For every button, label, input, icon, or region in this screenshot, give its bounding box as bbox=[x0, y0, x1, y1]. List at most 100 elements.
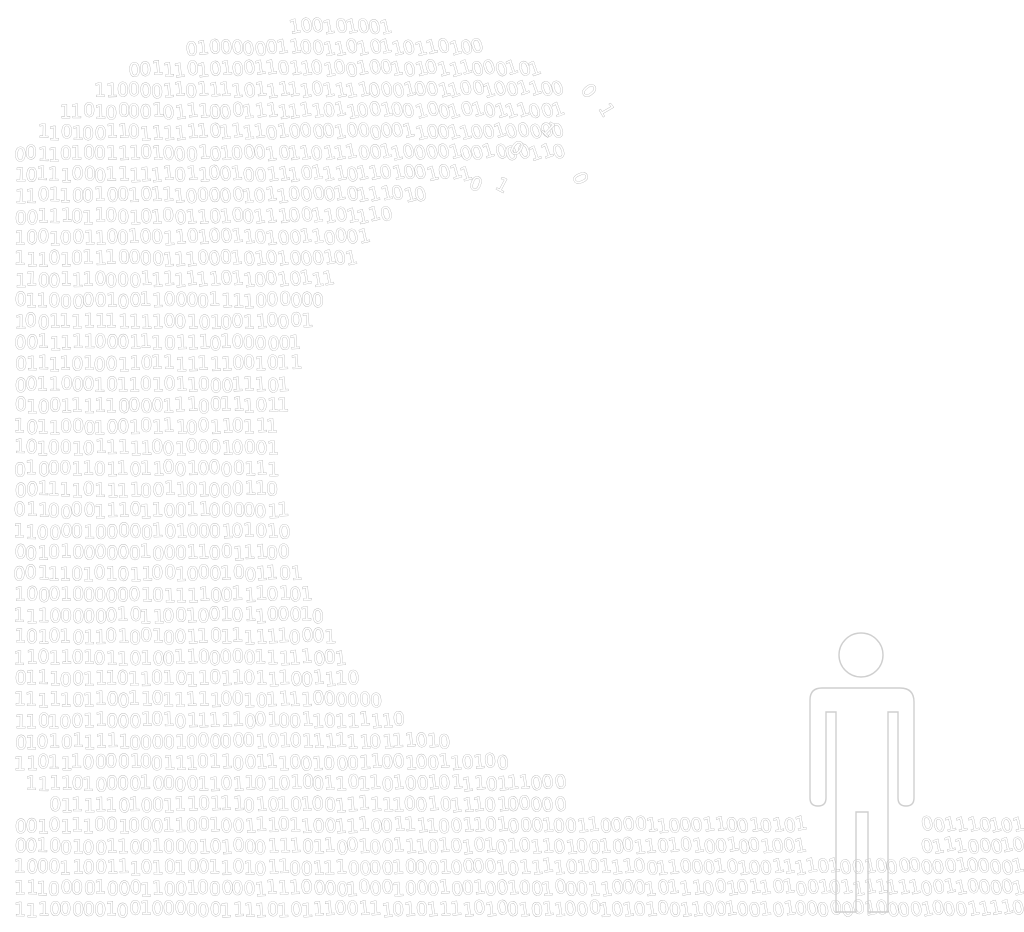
binary-digit: 1 bbox=[413, 121, 430, 145]
binary-digit: 1 bbox=[255, 751, 268, 774]
binary-digit: 1 bbox=[277, 499, 290, 522]
binary-digit: 0 bbox=[208, 603, 221, 625]
binary-digit: 1 bbox=[254, 646, 267, 669]
binary-digit: 1 bbox=[150, 183, 163, 206]
binary-digit: 1 bbox=[106, 500, 118, 522]
binary-digit: 0 bbox=[367, 141, 384, 165]
binary-digit: 1 bbox=[128, 375, 140, 397]
binary-digit: 1 bbox=[254, 374, 267, 397]
binary-digit: 1 bbox=[277, 162, 292, 186]
binary-digit: 0 bbox=[242, 79, 257, 102]
binary-digit: 0 bbox=[400, 140, 417, 164]
binary-digit: 1 bbox=[277, 374, 290, 397]
binary-digit: 0 bbox=[14, 459, 26, 481]
binary-digit: 0 bbox=[105, 750, 117, 772]
binary-digit: 1 bbox=[221, 437, 234, 459]
binary-digit: 0 bbox=[218, 163, 232, 186]
binary-digit: 0 bbox=[117, 773, 129, 795]
binary-digit: 0 bbox=[198, 520, 211, 542]
binary-digit: 0 bbox=[287, 182, 302, 206]
binary-digit: 1 bbox=[60, 332, 72, 354]
binary-digit: 1 bbox=[164, 477, 177, 499]
binary-digit: 1 bbox=[288, 688, 301, 711]
binary-digit: 0 bbox=[255, 437, 268, 460]
binary-digit: 0 bbox=[196, 184, 210, 207]
binary-digit: 0 bbox=[389, 119, 406, 143]
binary-digit: 0 bbox=[266, 352, 279, 375]
binary-digit: 1 bbox=[265, 415, 278, 438]
binary-digit: 1 bbox=[254, 99, 269, 122]
binary-digit: 1 bbox=[335, 856, 348, 879]
binary-digit: 1 bbox=[106, 120, 119, 142]
binary-digit: 0 bbox=[61, 520, 73, 542]
binary-digit: 0 bbox=[424, 120, 441, 144]
binary-digit: 1 bbox=[267, 669, 280, 692]
binary-digit: 1 bbox=[117, 480, 129, 502]
binary-digit: 1 bbox=[139, 772, 152, 794]
binary-digit: 0 bbox=[139, 58, 152, 81]
binary-digit: 0 bbox=[345, 182, 361, 206]
binary-digit: 0 bbox=[289, 751, 302, 774]
binary-digit: 0 bbox=[106, 585, 118, 607]
binary-digit: 1 bbox=[82, 774, 94, 796]
binary-digit: 1 bbox=[230, 80, 245, 103]
binary-digit: 1 bbox=[265, 163, 280, 187]
binary-digit: 0 bbox=[140, 373, 153, 395]
binary-digit: 1 bbox=[333, 162, 349, 186]
binary-digit: 1 bbox=[60, 583, 72, 605]
binary-digit: 0 bbox=[255, 394, 268, 417]
binary-digit: 0 bbox=[209, 731, 222, 753]
binary-digit: 1 bbox=[275, 35, 290, 59]
binary-digit: 0 bbox=[140, 183, 153, 206]
binary-digit: 0 bbox=[378, 119, 395, 143]
binary-digit: 1 bbox=[276, 119, 291, 143]
binary-digit: 1 bbox=[152, 99, 165, 122]
binary-digit: 0 bbox=[82, 289, 94, 311]
binary-digit: 1 bbox=[333, 37, 349, 61]
binary-digit: 1 bbox=[14, 164, 27, 186]
binary-digit: 1 bbox=[83, 310, 95, 332]
binary-digit: 0 bbox=[105, 102, 118, 124]
binary-digit: 1 bbox=[343, 79, 359, 103]
binary-digit: 0 bbox=[151, 395, 164, 417]
binary-digit: 0 bbox=[243, 436, 256, 459]
binary-digit: 1 bbox=[255, 477, 268, 500]
binary-digit: 1 bbox=[82, 458, 94, 480]
binary-digit: 1 bbox=[139, 123, 152, 146]
binary-digit: 1 bbox=[36, 373, 48, 395]
binary-digit: 0 bbox=[231, 204, 246, 227]
binary-digit: 0 bbox=[163, 500, 176, 522]
binary-digit: 0 bbox=[218, 184, 232, 207]
binary-digit: 0 bbox=[290, 668, 303, 691]
binary-digit: 1 bbox=[13, 648, 25, 670]
binary-digit: 1 bbox=[117, 604, 129, 626]
binary-digit: 0 bbox=[254, 500, 267, 523]
binary-digit: 1 bbox=[198, 498, 211, 520]
binary-digit: 0 bbox=[241, 205, 256, 228]
binary-digit: 1 bbox=[243, 541, 256, 564]
binary-digit: 0 bbox=[243, 352, 256, 374]
binary-digit: 1 bbox=[59, 185, 71, 207]
binary-digit: 1 bbox=[129, 352, 141, 374]
binary-digit: 0 bbox=[118, 520, 130, 542]
binary-digit: 0 bbox=[93, 647, 105, 669]
binary-digit: 0 bbox=[231, 437, 244, 459]
binary-digit: 0 bbox=[366, 15, 383, 39]
binary-digit: 1 bbox=[48, 564, 60, 586]
binary-digit: 1 bbox=[267, 394, 280, 417]
binary-digit: 1 bbox=[48, 478, 60, 500]
binary-digit: 0 bbox=[244, 564, 257, 587]
binary-digit: 0 bbox=[208, 184, 222, 207]
binary-digit: 0 bbox=[415, 729, 429, 752]
binary-digit: 0 bbox=[152, 543, 165, 565]
binary-digit: 0 bbox=[14, 541, 26, 563]
binary-digit: 0 bbox=[333, 203, 349, 227]
binary-digit: 0 bbox=[219, 730, 232, 752]
binary-digit: 0 bbox=[38, 396, 50, 418]
binary-digit: 1 bbox=[196, 206, 210, 229]
binary-digit: 0 bbox=[82, 752, 94, 774]
binary-digit: 1 bbox=[381, 710, 395, 733]
binary-digit: 0 bbox=[220, 772, 233, 794]
binary-digit: 0 bbox=[106, 184, 119, 206]
binary-digit: 0 bbox=[289, 729, 302, 752]
